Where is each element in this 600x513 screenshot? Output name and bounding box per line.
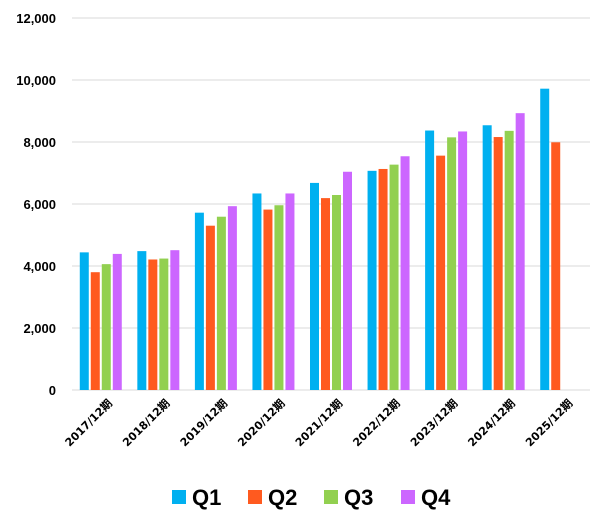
legend: Q1 Q2 Q3 Q4 (172, 485, 451, 510)
legend-swatch-q2 (248, 490, 262, 504)
y-axis-ticks: 0 2,000 4,000 6,000 8,000 10,000 12,000 (16, 11, 56, 398)
bar-q1-1 (137, 251, 147, 390)
x-axis-ticks: 2017/12期 2018/12期 2019/12期 2020/12期 2021/12期… (62, 396, 575, 449)
bar-q2-6 (436, 155, 446, 390)
bar-q4-7 (515, 113, 525, 391)
bar-q3-1 (159, 258, 169, 390)
x-tick-label: 2019/12期 (177, 396, 230, 449)
legend-label-q3: Q3 (344, 485, 373, 510)
gridlines (72, 17, 590, 391)
bar-q2-3 (263, 209, 273, 390)
bar-q2-1 (148, 259, 158, 390)
bar-q1-4 (310, 182, 319, 390)
y-tick-label: 2,000 (23, 321, 56, 336)
bar-q3-5 (389, 164, 399, 390)
bar-q1-0 (79, 252, 89, 390)
x-tick-label: 2024/12期 (465, 396, 518, 449)
bar-q4-6 (458, 131, 468, 390)
bar-q4-3 (285, 193, 295, 390)
legend-swatch-q4 (401, 490, 415, 504)
x-tick-label: 2017/12期 (62, 396, 115, 449)
bar-q2-7 (493, 137, 503, 390)
y-tick-label: 0 (49, 383, 56, 398)
bar-q2-2 (205, 225, 215, 390)
legend-label-q4: Q4 (421, 485, 451, 510)
bar-q3-3 (274, 205, 284, 390)
legend-swatch-q1 (172, 490, 186, 504)
bar-q1-5 (367, 170, 377, 390)
legend-swatch-q3 (324, 490, 338, 504)
bar-q2-4 (321, 198, 330, 390)
bar-q3-6 (447, 137, 457, 390)
y-tick-label: 6,000 (23, 197, 56, 212)
bar-q3-4 (332, 195, 341, 390)
x-tick-label: 2022/12期 (350, 396, 403, 449)
y-tick-label: 12,000 (16, 11, 56, 26)
bars (79, 88, 561, 391)
bar-q3-7 (504, 130, 514, 390)
bar-q3-2 (216, 216, 226, 390)
legend-label-q1: Q1 (192, 485, 221, 510)
x-tick-label: 2025/12期 (522, 396, 575, 449)
bar-q4-2 (227, 206, 237, 390)
bar-q1-8 (540, 88, 550, 391)
x-tick-label: 2020/12期 (235, 396, 288, 449)
bar-q1-6 (425, 130, 435, 390)
bar-q3-0 (101, 264, 111, 390)
bar-q1-2 (194, 212, 204, 390)
bar-q1-7 (482, 125, 492, 390)
bar-q4-4 (343, 171, 352, 390)
bar-q2-8 (551, 142, 561, 390)
x-tick-label: 2021/12期 (292, 396, 345, 449)
bar-q4-0 (112, 253, 122, 390)
x-tick-label: 2023/12期 (407, 396, 460, 449)
bar-q4-1 (170, 250, 180, 390)
bar-q4-5 (400, 156, 410, 390)
y-tick-label: 4,000 (23, 259, 56, 274)
x-tick-label: 2018/12期 (119, 396, 172, 449)
bar-q1-3 (252, 193, 262, 390)
y-tick-label: 10,000 (16, 73, 56, 88)
legend-label-q2: Q2 (268, 485, 297, 510)
bar-q2-0 (90, 272, 100, 390)
bar-q2-5 (378, 168, 388, 390)
y-tick-label: 8,000 (23, 135, 56, 150)
